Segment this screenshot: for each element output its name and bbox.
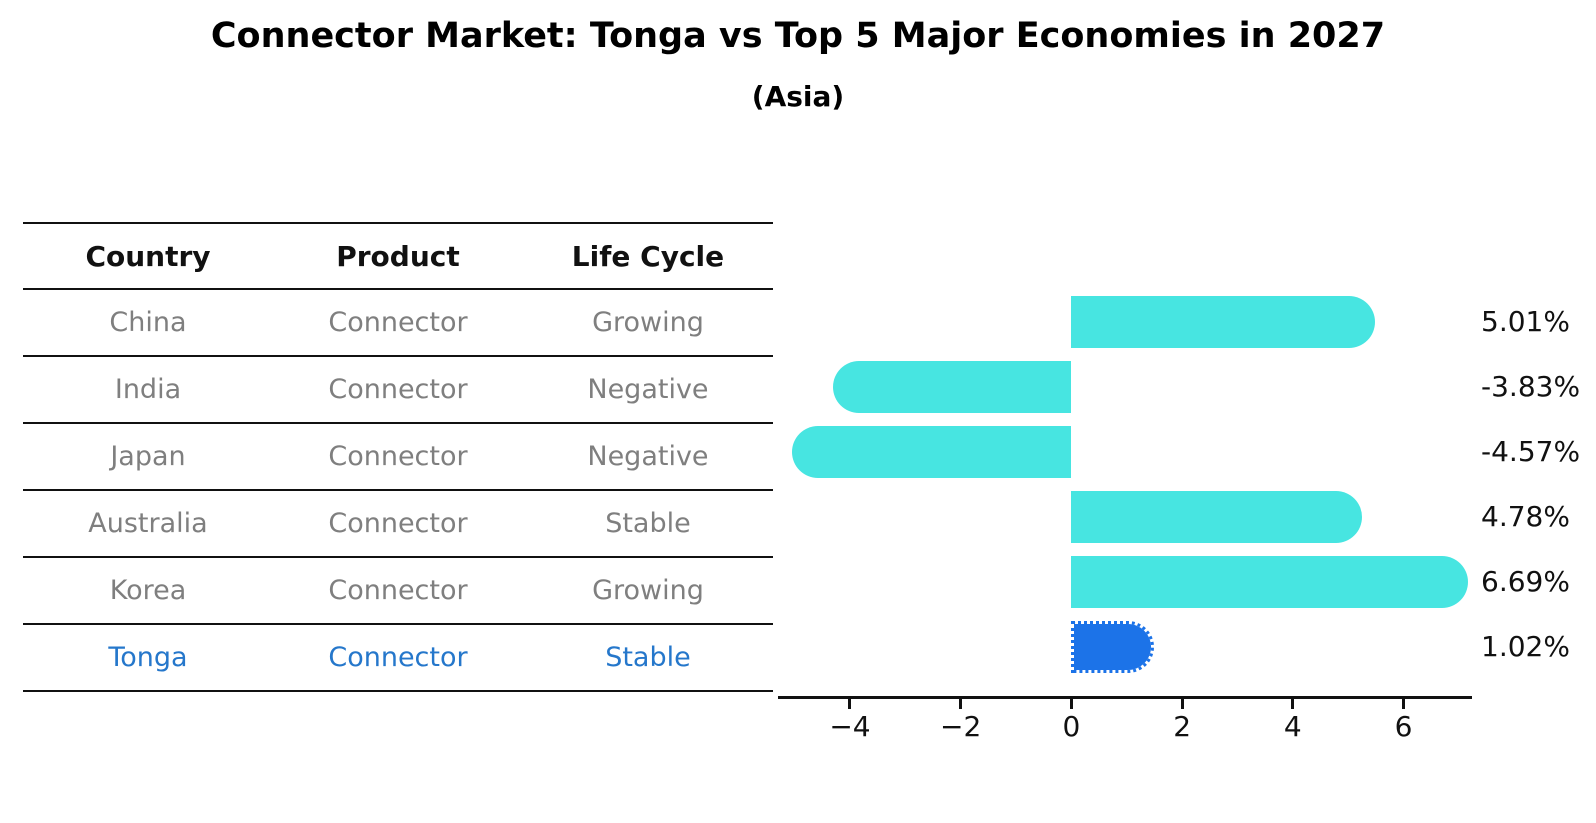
table-row-korea: Korea Connector Growing [23, 558, 773, 625]
table-cell-product: Connector [328, 307, 468, 338]
table-header-life-cycle: Life Cycle [571, 239, 725, 273]
x-tick [1402, 699, 1406, 709]
bar-japan [792, 426, 1072, 478]
x-tick [1069, 699, 1073, 709]
x-axis-line [778, 696, 1472, 699]
table-cell-country: Tonga [108, 642, 188, 673]
table-row-japan: Japan Connector Negative [23, 424, 773, 491]
table-cell-country: Korea [109, 575, 187, 606]
table-row-india: India Connector Negative [23, 357, 773, 424]
bar-tonga [1071, 621, 1154, 673]
value-label-korea: 6.69% [1481, 565, 1570, 598]
page-title: Connector Market: Tonga vs Top 5 Major E… [210, 16, 1386, 56]
table-cell-product: Connector [328, 642, 468, 673]
table-cell-life-cycle: Stable [605, 508, 691, 539]
x-tick [1291, 699, 1295, 709]
bar-korea [1071, 556, 1468, 608]
x-tick-label: 2 [1173, 710, 1192, 743]
table-header-product: Product [336, 239, 460, 273]
x-tick-label: −4 [829, 710, 871, 743]
value-label-india: -3.83% [1481, 370, 1581, 403]
bar-australia [1071, 491, 1363, 543]
x-tick-label: 4 [1283, 710, 1302, 743]
page-subtitle: (Asia) [751, 80, 845, 113]
table-cell-product: Connector [328, 441, 468, 472]
table-cell-life-cycle: Stable [605, 642, 691, 673]
table-cell-country: China [109, 307, 187, 338]
table-cell-life-cycle: Growing [592, 575, 704, 606]
table-cell-product: Connector [328, 575, 468, 606]
bar-india [833, 361, 1072, 413]
bar-china [1071, 296, 1375, 348]
table-cell-life-cycle: Negative [587, 374, 709, 405]
table-row-tonga: Tonga Connector Stable [23, 625, 773, 692]
x-tick-label: 6 [1394, 710, 1413, 743]
table-cell-country: Australia [88, 508, 208, 539]
table-cell-product: Connector [328, 508, 468, 539]
x-tick [848, 699, 852, 709]
x-tick-label: −2 [940, 710, 982, 743]
country-table: Country Product Life Cycle China Connector Gr… [23, 222, 773, 692]
x-tick [1180, 699, 1184, 709]
value-label-australia: 4.78% [1481, 500, 1570, 533]
x-tick-label: 0 [1062, 710, 1081, 743]
value-label-tonga: 1.02% [1481, 630, 1570, 663]
table-header-row: Country Product Life Cycle [23, 224, 773, 290]
table-row-australia: Australia Connector Stable [23, 491, 773, 558]
table-cell-product: Connector [328, 374, 468, 405]
table-header-country: Country [85, 239, 211, 273]
table-row-china: China Connector Growing [23, 290, 773, 357]
value-label-china: 5.01% [1481, 305, 1570, 338]
x-tick [959, 699, 963, 709]
value-label-japan: -4.57% [1481, 435, 1581, 468]
table-cell-country: India [114, 374, 182, 405]
table-cell-country: Japan [110, 441, 186, 472]
table-cell-life-cycle: Growing [592, 307, 704, 338]
table-cell-life-cycle: Negative [587, 441, 709, 472]
